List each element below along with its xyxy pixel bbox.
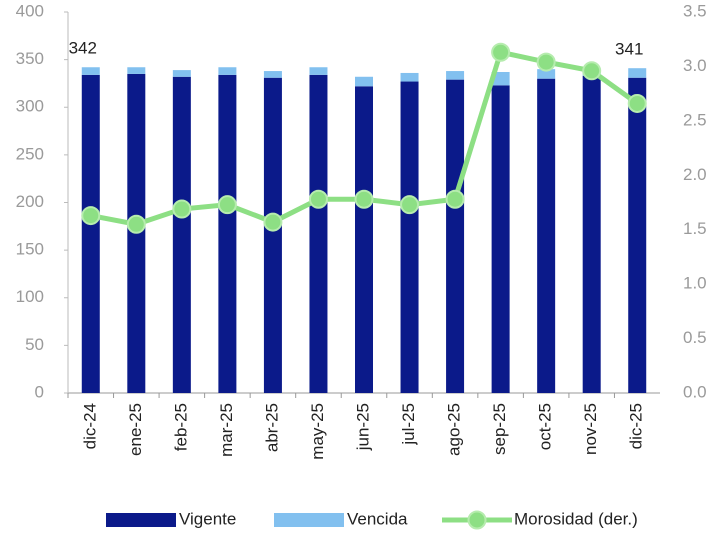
line-marker: [400, 195, 420, 215]
x-tick-label: dic-25: [627, 403, 646, 449]
x-tick-label: may-25: [308, 403, 327, 460]
bar-segment: [263, 77, 282, 393]
x-tick-label: abr-25: [262, 403, 281, 452]
bar-segment: [81, 74, 100, 394]
bar-segment: [172, 70, 191, 77]
line-marker: [308, 189, 328, 209]
line-marker: [536, 52, 556, 72]
y-tick-label: 0: [35, 382, 44, 401]
bar-segment: [355, 76, 373, 87]
legend-marker: [467, 510, 487, 530]
y-tick-label: 50: [25, 335, 44, 354]
bar-segment: [81, 67, 100, 75]
line-marker: [627, 93, 647, 113]
line-marker: [217, 195, 237, 215]
y2-tick-label: 0.0: [683, 382, 707, 401]
y2-tick-label: 1.0: [683, 274, 707, 293]
bar-segment: [172, 76, 191, 394]
bar-segment: [309, 74, 328, 394]
legend-label: Vencida: [347, 509, 408, 528]
bar-segment: [263, 71, 282, 78]
x-tick-label: nov-25: [581, 403, 600, 455]
y2-tick-label: 2.0: [683, 165, 707, 184]
y2-tick-label: 0.5: [683, 328, 707, 347]
x-tick-label: ago-25: [445, 403, 464, 456]
bar-segment: [309, 67, 328, 75]
legend-label: Vigente: [179, 509, 236, 528]
y-tick-label: 400: [16, 1, 44, 20]
legend-swatch: [106, 513, 176, 527]
y-tick-label: 350: [16, 49, 44, 68]
y-tick-label: 100: [16, 287, 44, 306]
y-tick-label: 250: [16, 144, 44, 163]
x-tick-label: mar-25: [217, 403, 236, 457]
bar-segment: [355, 86, 373, 394]
y-tick-label: 200: [16, 192, 44, 211]
bar-segment: [400, 72, 419, 82]
x-tick-label: jul-25: [399, 403, 418, 446]
line-marker: [491, 42, 511, 62]
x-tick-label: dic-24: [80, 403, 99, 449]
x-tick-label: jun-25: [353, 403, 372, 451]
y2-tick-label: 3.0: [683, 56, 707, 75]
bar-segment: [491, 72, 510, 86]
bar-segment: [127, 67, 146, 74]
y2-tick-label: 1.5: [683, 219, 707, 238]
line-marker: [582, 61, 602, 81]
line-marker: [263, 212, 283, 232]
bar-segment: [628, 68, 647, 78]
bar-segment: [491, 85, 510, 393]
legend-label: Morosidad (der.): [514, 509, 638, 528]
bar-segment: [218, 74, 237, 394]
bar-segment: [446, 79, 465, 393]
bar-segment: [400, 81, 419, 393]
line-marker: [81, 206, 101, 226]
bar-segment: [537, 78, 556, 394]
line-marker: [445, 189, 465, 209]
line-marker: [126, 214, 146, 234]
bar-segment: [537, 69, 556, 79]
x-tick-label: sep-25: [490, 403, 509, 455]
y-tick-label: 300: [16, 97, 44, 116]
y-tick-label: 150: [16, 240, 44, 259]
data-label: 341: [615, 40, 643, 59]
line-marker: [354, 189, 374, 209]
bar-segment: [218, 67, 237, 75]
x-tick-label: ene-25: [126, 403, 145, 456]
x-tick-label: feb-25: [171, 403, 190, 451]
bar-segment: [582, 75, 601, 393]
y2-tick-label: 3.5: [683, 1, 707, 20]
x-tick-label: oct-25: [536, 403, 555, 450]
legend-swatch: [274, 513, 344, 527]
bar-segment: [446, 71, 465, 80]
bar-segment: [628, 77, 647, 393]
line-marker: [172, 199, 192, 219]
y2-tick-label: 2.5: [683, 110, 707, 129]
data-label: 342: [69, 39, 97, 58]
